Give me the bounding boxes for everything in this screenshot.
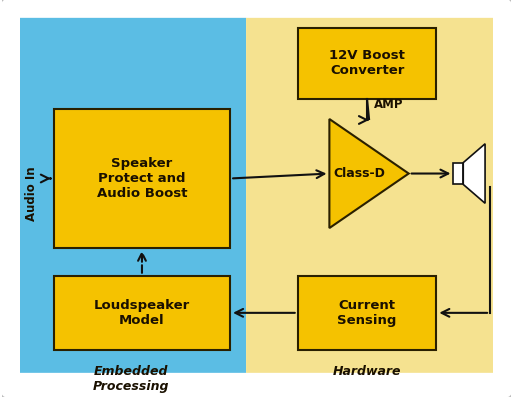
- FancyBboxPatch shape: [246, 18, 493, 373]
- Text: Embedded
Processing: Embedded Processing: [93, 365, 169, 393]
- FancyBboxPatch shape: [20, 18, 246, 373]
- Text: Current
Sensing: Current Sensing: [338, 299, 397, 327]
- FancyBboxPatch shape: [54, 276, 230, 350]
- Text: 12V Boost
Converter: 12V Boost Converter: [329, 50, 405, 78]
- FancyBboxPatch shape: [298, 28, 437, 99]
- Text: Hardware: Hardware: [333, 365, 401, 378]
- Text: Audio In: Audio In: [26, 166, 38, 221]
- FancyBboxPatch shape: [298, 276, 437, 350]
- FancyBboxPatch shape: [54, 109, 230, 248]
- Polygon shape: [329, 119, 409, 228]
- Text: Class-D: Class-D: [333, 167, 385, 180]
- Text: Loudspeaker
Model: Loudspeaker Model: [94, 299, 190, 327]
- Polygon shape: [463, 144, 485, 203]
- Text: Speaker
Protect and
Audio Boost: Speaker Protect and Audio Boost: [97, 157, 187, 200]
- Bar: [453, 163, 463, 184]
- Text: AMP: AMP: [374, 98, 404, 111]
